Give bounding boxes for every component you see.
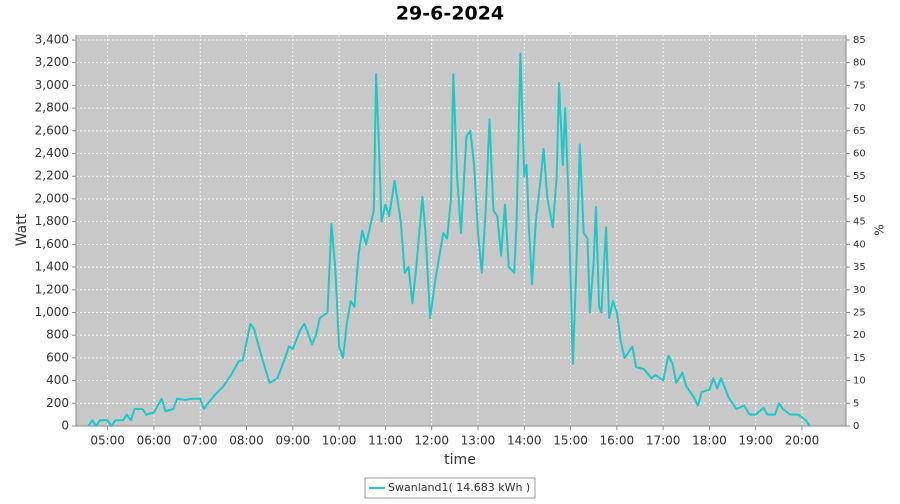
y-tick-label: 3,400 [35, 32, 69, 46]
x-axis-label: time [444, 452, 476, 468]
y-tick-label: 1,000 [35, 305, 69, 319]
y2-tick-label: 30 [853, 285, 866, 296]
legend-label: Swanland1( 14.683 kWh ) [388, 481, 530, 494]
y2-tick-label: 70 [853, 103, 866, 114]
y2-tick-label: 80 [853, 58, 866, 69]
y-tick-label: 2,200 [35, 169, 69, 183]
y-tick-label: 800 [46, 328, 69, 342]
x-tick-label: 09:00 [276, 434, 311, 448]
y-axis-label: Watt [14, 213, 30, 246]
chart-title: 29-6-2024 [396, 3, 504, 25]
y2-tick-label: 5 [853, 398, 859, 409]
y-tick-label: 1,200 [35, 282, 69, 296]
y-tick-label: 200 [46, 396, 69, 410]
y-tick-label: 3,200 [35, 55, 69, 69]
x-tick-label: 20:00 [785, 434, 820, 448]
line-series [87, 52, 811, 427]
y-tick-label: 2,600 [35, 123, 69, 137]
x-tick-label: 06:00 [137, 434, 172, 448]
y-tick-label: 2,000 [35, 191, 69, 205]
y2-tick-label: 65 [853, 126, 866, 137]
x-tick-label: 10:00 [322, 434, 357, 448]
y2-tick-label: 0 [853, 421, 859, 432]
y-tick-label: 2,400 [35, 146, 69, 160]
y-tick-label: 2,800 [35, 101, 69, 115]
y2-axis-label: % [873, 224, 887, 235]
y2-tick-label: 20 [853, 330, 866, 341]
x-tick-label: 18:00 [692, 434, 727, 448]
y-tick-label: 400 [46, 373, 69, 387]
x-tick-label: 17:00 [646, 434, 681, 448]
x-tick-label: 08:00 [229, 434, 264, 448]
y2-tick-label: 55 [853, 171, 866, 182]
x-tick-label: 05:00 [90, 434, 125, 448]
x-tick-label: 15:00 [553, 434, 588, 448]
x-tick-label: 13:00 [461, 434, 496, 448]
y2-tick-label: 45 [853, 217, 866, 228]
y2-tick-label: 10 [853, 376, 866, 387]
y2-tick-label: 25 [853, 307, 866, 318]
x-tick-label: 07:00 [183, 434, 218, 448]
y-tick-label: 1,600 [35, 237, 69, 251]
y-tick-label: 1,400 [35, 260, 69, 274]
x-tick-label: 16:00 [600, 434, 635, 448]
x-tick-label: 12:00 [414, 434, 449, 448]
y-tick-label: 1,800 [35, 214, 69, 228]
y-tick-label: 0 [61, 419, 69, 433]
x-tick-label: 19:00 [738, 434, 773, 448]
y-tick-label: 600 [46, 350, 69, 364]
legend [364, 477, 536, 499]
y-tick-label: 3,000 [35, 78, 69, 92]
y2-tick-label: 60 [853, 149, 866, 160]
y2-tick-label: 40 [853, 239, 866, 250]
x-tick-label: 11:00 [368, 434, 403, 448]
y2-tick-label: 35 [853, 262, 866, 273]
y2-tick-label: 75 [853, 80, 866, 91]
y2-tick-label: 85 [853, 35, 866, 46]
y2-tick-label: 15 [853, 353, 866, 364]
y2-tick-label: 50 [853, 194, 866, 205]
x-tick-label: 14:00 [507, 434, 542, 448]
